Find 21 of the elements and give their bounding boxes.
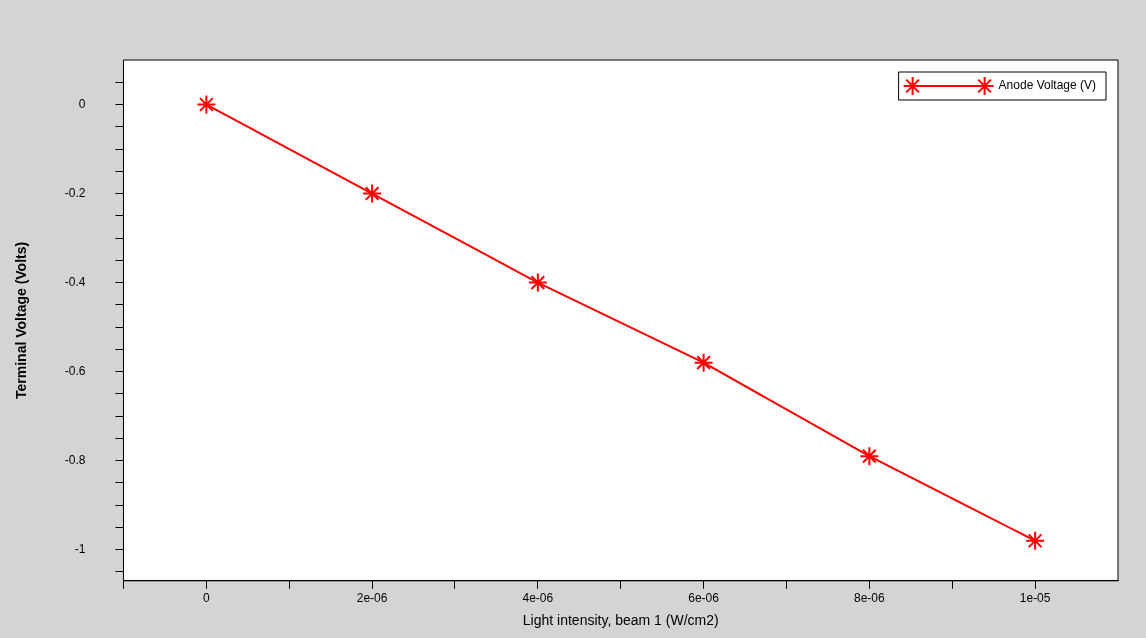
y-tick-label: 0: [78, 96, 86, 111]
x-tick-label: 8e-06: [854, 591, 886, 606]
x-tick-label: 4e-06: [522, 591, 554, 606]
point: [693, 352, 714, 373]
legend-label: Anode Voltage (V): [998, 78, 1097, 93]
y-tick-label: -0.2: [64, 185, 86, 200]
x-axis-title: Light intensity, beam 1 (W/cm2): [522, 612, 719, 629]
point: [1025, 530, 1046, 551]
x-tick-label: 2e-06: [356, 591, 388, 606]
x-tick-label: 1e-05: [1019, 591, 1051, 606]
x-tick-label: 0: [203, 591, 211, 606]
point: [196, 94, 217, 115]
point: [527, 272, 548, 293]
y-tick-label: -0.8: [64, 452, 86, 467]
point: [362, 183, 383, 204]
y-axis-title: Terminal Voltage (Volts): [13, 241, 30, 399]
y-tick-label: -1: [74, 541, 86, 556]
y-tick-label: -0.6: [64, 363, 86, 378]
y-tick-label: -0.4: [64, 274, 86, 289]
point: [859, 446, 880, 467]
x-tick-label: 6e-06: [688, 591, 720, 606]
